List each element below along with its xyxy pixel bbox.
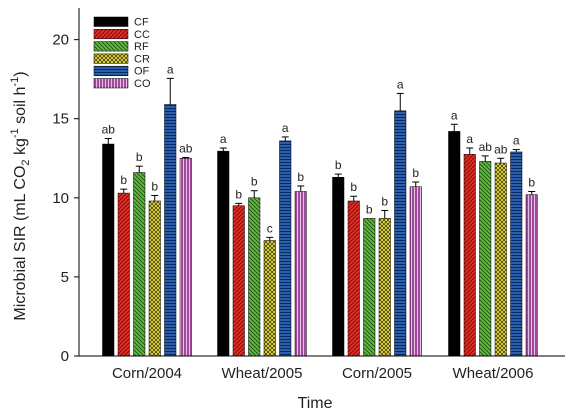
x-tick-label: Wheat/2005: [222, 365, 303, 382]
bar-rf-1: [133, 172, 146, 357]
significance-letter: a: [167, 62, 174, 76]
bar-cr-3: [378, 218, 391, 357]
bar-of-2: [279, 140, 292, 357]
legend-label-of: OF: [134, 66, 150, 78]
y-axis-title-part: 2: [20, 159, 32, 165]
axes: 0 5 10 15 20 Corn/2004 Wheat/2005 Corn/2005 Whea…: [52, 8, 565, 382]
legend-label-rf: RF: [134, 41, 149, 53]
bar-cc-4: [463, 154, 476, 357]
significance-letter: ab: [479, 140, 493, 154]
bar-cf-4: [448, 131, 461, 357]
significance-letter: b: [335, 158, 342, 172]
bar-co-3: [409, 186, 422, 357]
x-tick-label: Wheat/2006: [453, 365, 534, 382]
significance-letter: b: [412, 166, 419, 180]
bar-of-1: [164, 104, 177, 357]
significance-letter: ab: [179, 141, 193, 155]
y-axis-title-part: ): [12, 71, 29, 76]
significance-letter: ab: [494, 142, 508, 156]
bar-cf-2: [217, 150, 230, 357]
significance-letter: a: [513, 134, 520, 148]
significance-letter: a: [282, 121, 289, 135]
y-axis-title: Microbial SIR (mL CO2 kg-1 soil h-1): [9, 71, 32, 320]
significance-letter: c: [267, 221, 273, 235]
bar-cr-1: [148, 200, 161, 357]
legend-swatch-co: [93, 78, 129, 89]
significance-letter: a: [397, 77, 404, 91]
significance-letter: b: [136, 150, 143, 164]
legend-label-cc: CC: [134, 29, 150, 41]
significance-letter: b: [151, 179, 158, 193]
x-tick-label: Corn/2004: [112, 365, 182, 382]
significance-letter: b: [528, 175, 535, 189]
y-tick-label: 5: [61, 269, 69, 286]
bar-rf-2: [248, 197, 261, 357]
x-tick-label: Corn/2005: [342, 365, 412, 382]
bar-rf-3: [363, 218, 376, 357]
y-axis-title-part: -1: [9, 128, 21, 138]
x-axis-title: Time: [298, 395, 333, 412]
significance-letter: ab: [102, 123, 116, 137]
legend-label-cf: CF: [134, 17, 149, 29]
legend-swatch-cf: [93, 16, 129, 27]
legend-label-co: CO: [134, 78, 151, 90]
bar-rf-4: [479, 161, 492, 357]
bar-cc-3: [347, 200, 360, 357]
y-axis-title-part: soil h: [12, 87, 29, 129]
significance-letter: a: [451, 108, 458, 122]
y-tick-label: 15: [52, 111, 69, 128]
significance-letter: b: [235, 187, 242, 201]
y-axis-title-part: Microbial SIR (mL CO: [12, 166, 29, 321]
significance-letter: b: [297, 170, 304, 184]
bar-co-1: [179, 158, 192, 357]
significance-letter: b: [366, 202, 373, 216]
legend-swatch-of: [93, 65, 129, 76]
legend-swatch-rf: [93, 41, 129, 52]
bar-cr-4: [494, 162, 507, 357]
bar-of-3: [394, 110, 407, 357]
y-axis-title-part: kg: [12, 138, 29, 159]
y-axis-title-part: -1: [9, 77, 21, 87]
bar-of-4: [510, 151, 523, 357]
bar-cf-3: [332, 177, 345, 357]
bar-cc-2: [232, 205, 245, 357]
significance-letter: a: [466, 132, 473, 146]
significance-letter: b: [251, 175, 258, 189]
bar-cf-1: [102, 143, 115, 357]
y-tick-label: 0: [61, 348, 69, 365]
significance-letter: b: [381, 194, 388, 208]
legend-swatch-cc: [93, 29, 129, 40]
significance-letter: a: [220, 132, 227, 146]
bar-co-4: [525, 194, 538, 357]
bar-co-2: [294, 191, 307, 357]
significance-letter: b: [120, 173, 127, 187]
y-tick-label: 20: [52, 32, 69, 49]
legend-swatch-cr: [93, 53, 129, 64]
legend-label-cr: CR: [134, 53, 150, 65]
bar-cc-1: [117, 192, 130, 357]
bar-cr-2: [263, 240, 276, 357]
significance-letter: b: [350, 180, 357, 194]
y-tick-label: 10: [52, 190, 69, 207]
